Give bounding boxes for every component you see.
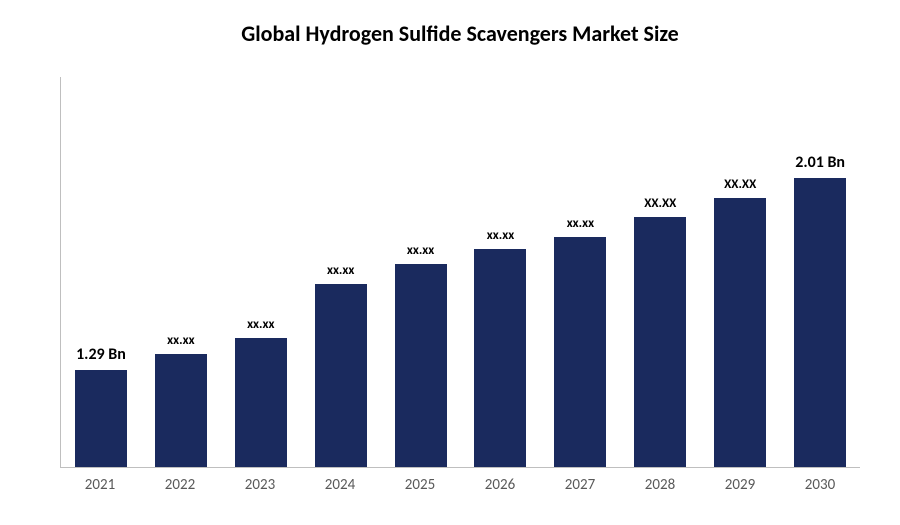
x-axis-tick: 2030 — [780, 476, 860, 494]
bar-group: 1.29 Bn — [61, 345, 141, 468]
bar-value-label: xx.xx — [407, 243, 434, 258]
bar-group: xx.xx — [221, 317, 301, 467]
bars-container: 1.29 Bn xx.xx xx.xx xx.xx xx.xx xx.xx xx.xx XX.… — [61, 77, 860, 467]
bar-value-label: 1.29 Bn — [76, 345, 126, 364]
bar — [155, 354, 207, 467]
x-axis-tick: 2027 — [540, 476, 620, 494]
bar-group: XX.XX — [700, 177, 780, 467]
bar-value-label: XX.XX — [724, 177, 756, 192]
bar — [395, 264, 447, 467]
x-axis-tick: 2024 — [300, 476, 380, 494]
x-axis-tick: 2023 — [220, 476, 300, 494]
bar-group: xx.xx — [461, 228, 541, 467]
bar-value-label: xx.xx — [247, 317, 274, 332]
bar — [634, 217, 686, 467]
bar — [554, 237, 606, 467]
bar — [474, 249, 526, 467]
bar-group: xx.xx — [141, 333, 221, 467]
bar-value-label: xx.xx — [327, 263, 354, 278]
x-axis-tick: 2021 — [60, 476, 140, 494]
bar — [794, 178, 846, 467]
x-axis-tick: 2029 — [700, 476, 780, 494]
bar-value-label: 2.01 Bn — [795, 153, 845, 172]
market-size-chart: Global Hydrogen Sulfide Scavengers Marke… — [0, 0, 900, 525]
bar — [235, 338, 287, 467]
bar-group: xx.xx — [381, 243, 461, 467]
x-axis-tick: 2025 — [380, 476, 460, 494]
x-axis-tick: 2022 — [140, 476, 220, 494]
bar-value-label: XX.XX — [644, 196, 676, 211]
bar — [315, 284, 367, 467]
plot-area: 1.29 Bn xx.xx xx.xx xx.xx xx.xx xx.xx xx.xx XX.… — [60, 77, 860, 468]
x-axis-tick: 2026 — [460, 476, 540, 494]
bar-group: 2.01 Bn — [780, 153, 860, 467]
bar-value-label: xx.xx — [487, 228, 514, 243]
x-axis-tick: 2028 — [620, 476, 700, 494]
bar-group: xx.xx — [540, 216, 620, 467]
bar — [75, 370, 127, 468]
bar — [714, 198, 766, 467]
bar-value-label: xx.xx — [567, 216, 594, 231]
bar-value-label: xx.xx — [167, 333, 194, 348]
chart-title: Global Hydrogen Sulfide Scavengers Marke… — [60, 20, 860, 47]
x-axis: 2021202220232024202520262027202820292030 — [60, 476, 860, 494]
bar-group: XX.XX — [620, 196, 700, 467]
bar-group: xx.xx — [301, 263, 381, 467]
